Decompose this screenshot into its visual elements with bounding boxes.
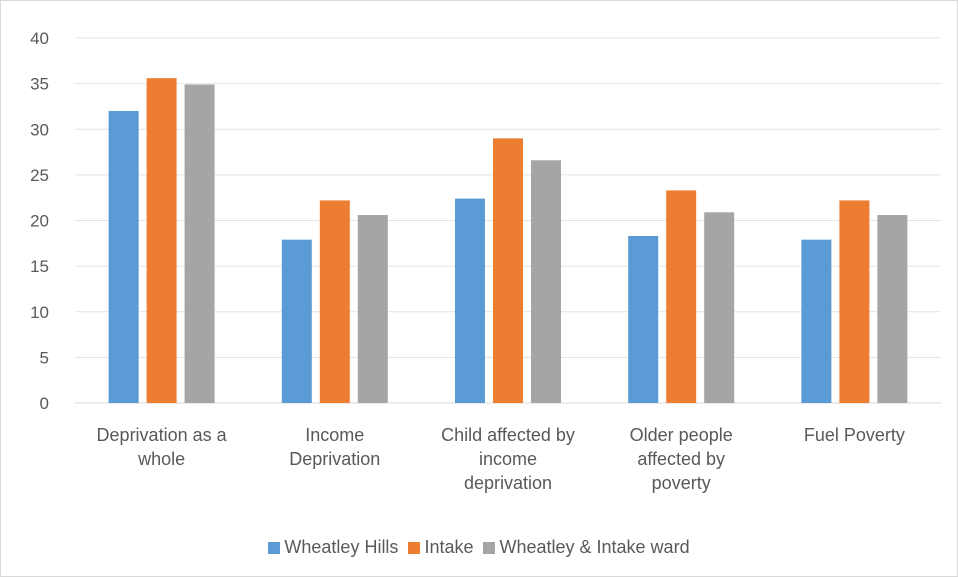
- x-category-label-line: poverty: [652, 473, 711, 493]
- bar: [666, 190, 697, 403]
- legend-item: Intake: [408, 537, 473, 558]
- y-tick-label: 10: [30, 303, 49, 322]
- x-category-label-line: income: [479, 449, 537, 469]
- legend-label: Wheatley Hills: [284, 537, 399, 557]
- legend-label: Wheatley & Intake ward: [499, 537, 690, 557]
- y-tick-label: 30: [30, 120, 49, 139]
- legend-item: Wheatley Hills: [268, 537, 398, 558]
- y-tick-label: 40: [30, 29, 49, 48]
- y-tick-label: 35: [30, 75, 49, 94]
- legend-label: Intake: [424, 537, 474, 557]
- x-category-label: Older people affected by poverty: [630, 425, 733, 493]
- bar: [146, 78, 177, 404]
- bar: [455, 198, 485, 403]
- bar: [357, 215, 388, 403]
- bar: [531, 160, 561, 403]
- bars: [108, 78, 908, 404]
- x-category-label: Fuel Poverty: [804, 425, 905, 445]
- x-category-label-line: affected by: [637, 449, 725, 469]
- bar: [281, 239, 312, 403]
- y-tick-label: 0: [40, 394, 49, 413]
- x-category-label-line: Income: [305, 425, 364, 445]
- legend-item: Wheatley & Intake ward: [483, 537, 690, 558]
- bar: [801, 239, 832, 403]
- x-category-label-line: whole: [137, 449, 185, 469]
- x-category-label-line: Fuel Poverty: [804, 425, 905, 445]
- y-tick-label: 25: [30, 166, 49, 185]
- x-category-label: Child affected by income deprivation: [441, 425, 575, 493]
- y-tick-label: 5: [40, 348, 49, 367]
- y-tick-label: 15: [30, 257, 49, 276]
- bar: [628, 236, 659, 403]
- legend-swatch: [483, 541, 496, 554]
- bar: [704, 212, 735, 403]
- x-category-label-line: Child affected by: [441, 425, 575, 445]
- x-category-label: Deprivation as a whole: [97, 425, 228, 469]
- legend: Wheatley Hills Intake Wheatley & Intake wa…: [1, 537, 957, 558]
- x-axis: Deprivation as a whole Income Deprivation Ch…: [97, 425, 905, 493]
- bar: [108, 111, 139, 403]
- bar: [319, 200, 350, 403]
- bar: [184, 84, 215, 403]
- x-category-label-line: Older people: [630, 425, 733, 445]
- bar: [839, 200, 870, 403]
- bar: [493, 138, 523, 403]
- y-axis: 0 5 10 15 20 25 30 35 40: [30, 29, 49, 413]
- x-category-label-line: Deprivation: [289, 449, 380, 469]
- bar: [877, 215, 908, 403]
- x-category-label-line: deprivation: [464, 473, 552, 493]
- legend-swatch: [268, 541, 281, 554]
- bar-chart: 0 5 10 15 20 25 30 35 40 Deprivation as a whole In…: [30, 29, 941, 493]
- legend-swatch: [408, 541, 421, 554]
- x-category-label-line: Deprivation as a: [97, 425, 228, 445]
- y-tick-label: 20: [30, 212, 49, 231]
- x-category-label: Income Deprivation: [289, 425, 380, 469]
